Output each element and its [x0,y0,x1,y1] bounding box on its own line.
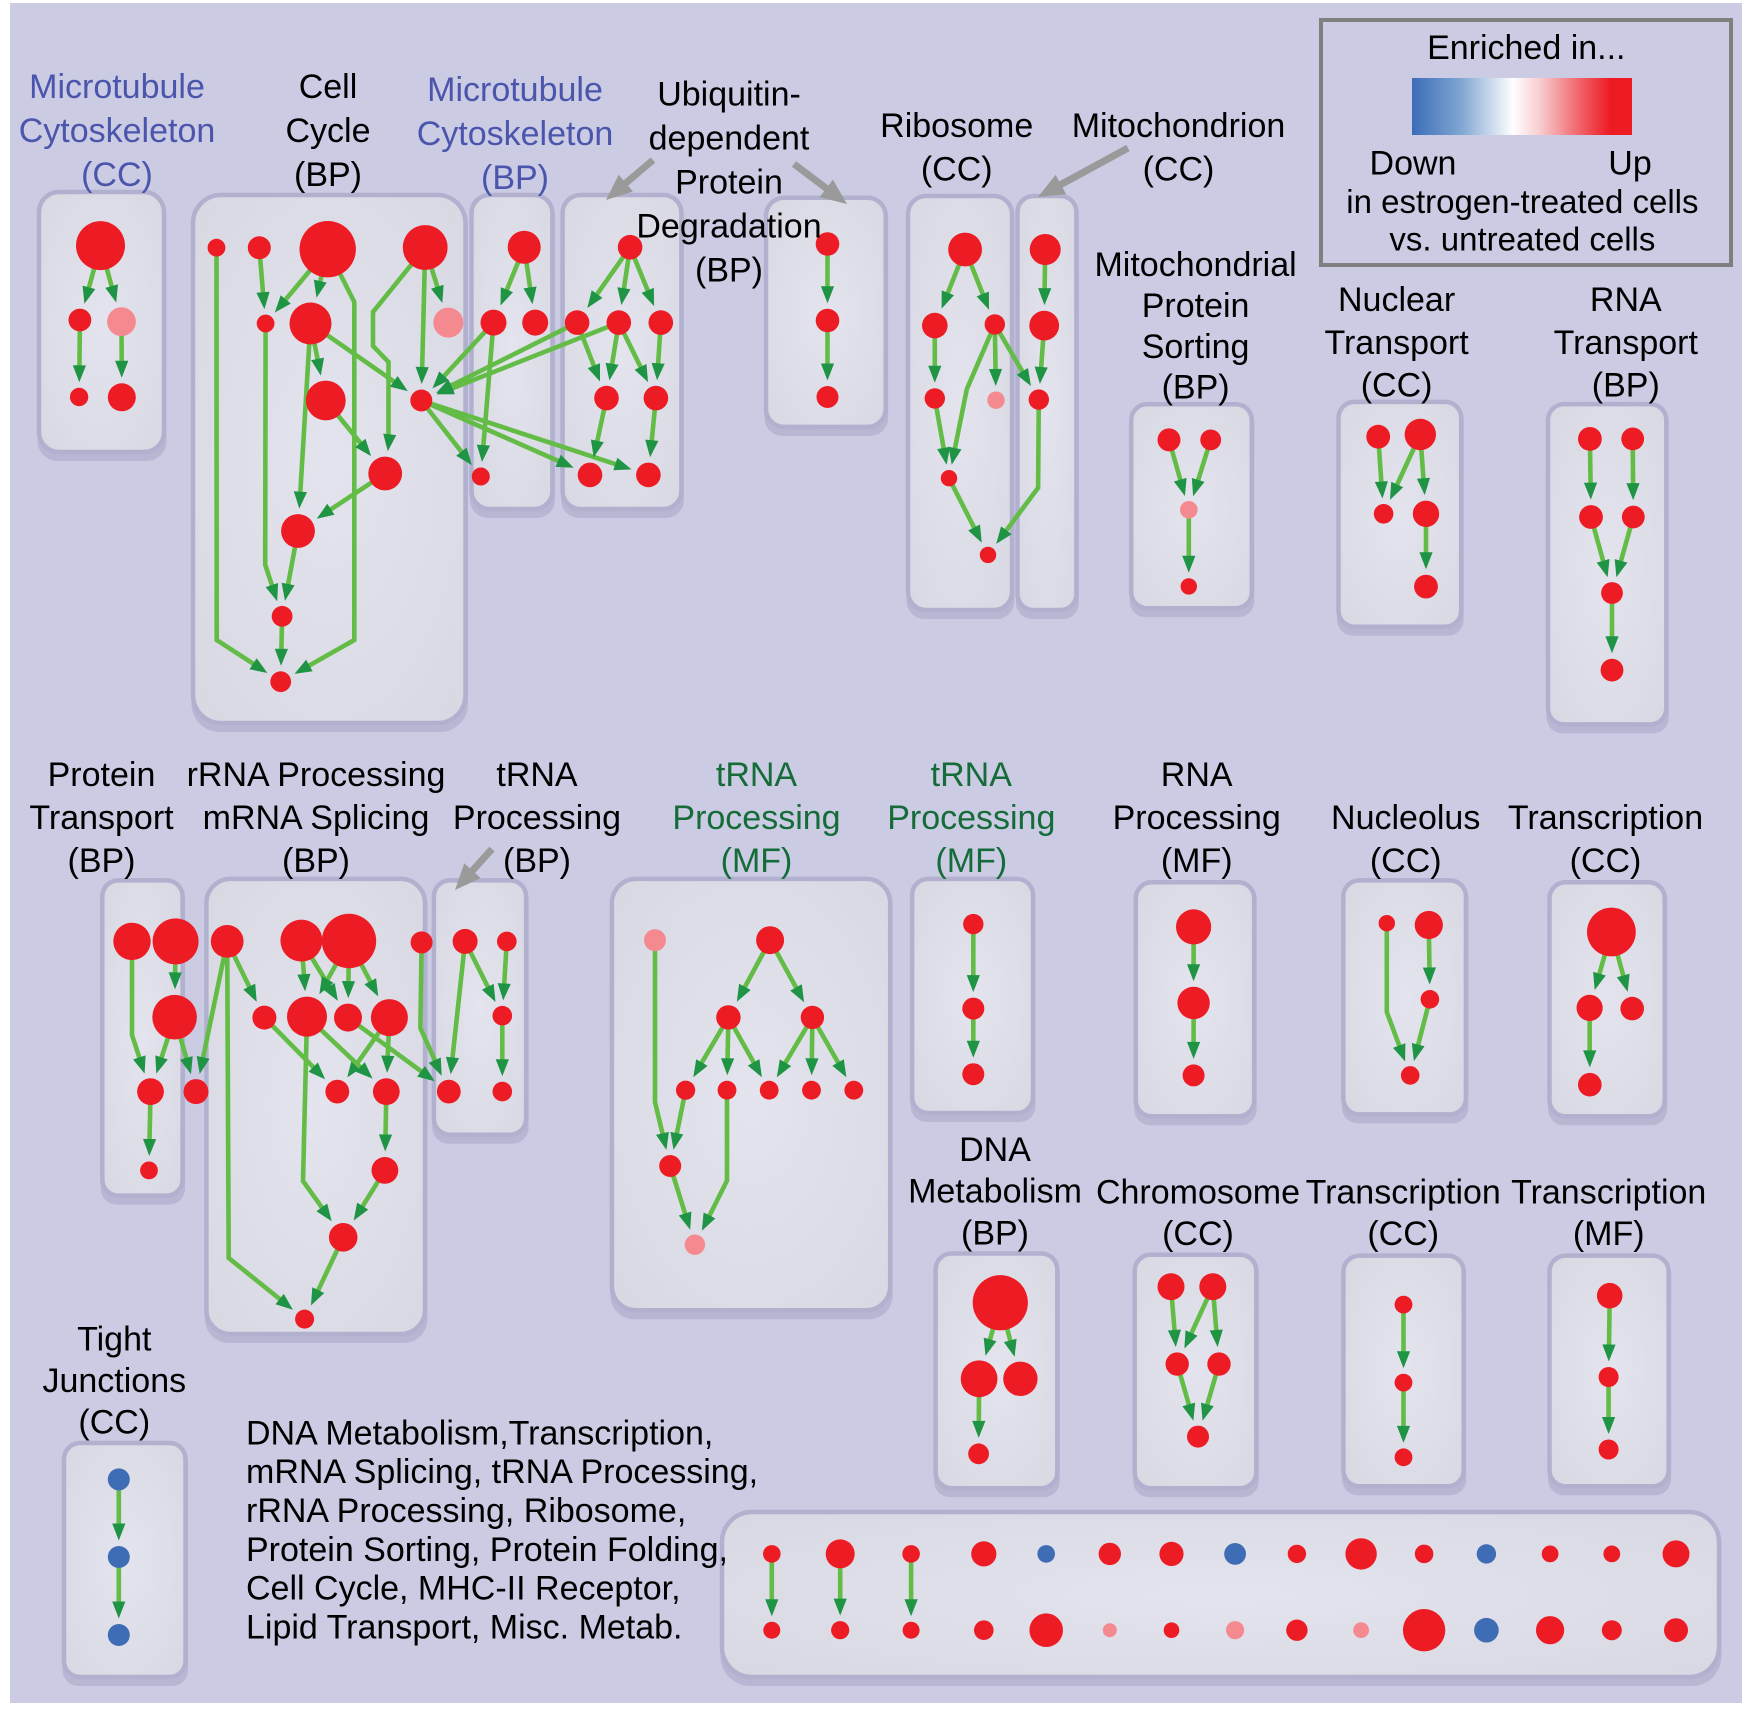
svg-text:(CC): (CC) [1367,1215,1439,1253]
svg-text:Mitochondrion: Mitochondrion [1072,107,1286,145]
svg-text:(CC): (CC) [1162,1215,1234,1253]
svg-text:(BP): (BP) [1162,369,1230,407]
svg-text:(CC): (CC) [921,150,993,188]
svg-text:(BP): (BP) [481,159,549,197]
svg-text:rRNA Processing, Ribosome,: rRNA Processing, Ribosome, [246,1492,686,1530]
svg-text:mRNA Splicing: mRNA Splicing [203,799,430,837]
svg-text:Transcription: Transcription [1508,799,1703,837]
svg-text:(BP): (BP) [961,1215,1029,1253]
svg-text:vs. untreated cells: vs. untreated cells [1389,220,1655,257]
svg-text:Nucleolus: Nucleolus [1331,799,1480,837]
svg-text:(BP): (BP) [503,842,571,880]
svg-text:Down: Down [1370,145,1457,183]
svg-text:RNA: RNA [1161,756,1233,794]
svg-text:rRNA Processing: rRNA Processing [187,756,446,794]
svg-text:tRNA: tRNA [716,756,798,794]
svg-text:Processing: Processing [453,799,621,837]
svg-text:dependent: dependent [649,120,810,158]
svg-text:(BP): (BP) [68,842,136,880]
svg-text:Mitochondrial: Mitochondrial [1094,246,1296,284]
svg-text:(MF): (MF) [935,842,1007,880]
svg-text:tRNA: tRNA [496,756,578,794]
svg-text:(CC): (CC) [1143,150,1215,188]
svg-text:Cytoskeleton: Cytoskeleton [19,112,216,150]
svg-text:Degradation: Degradation [636,208,821,246]
svg-text:Microtubule: Microtubule [29,68,205,106]
svg-text:Microtubule: Microtubule [427,71,603,109]
svg-text:(CC): (CC) [78,1404,150,1442]
svg-text:(MF): (MF) [1573,1215,1645,1253]
svg-text:(BP): (BP) [294,156,362,194]
svg-text:tRNA: tRNA [931,756,1013,794]
svg-text:(BP): (BP) [1592,367,1660,405]
svg-text:DNA: DNA [959,1131,1031,1169]
svg-text:Transcription: Transcription [1511,1173,1706,1211]
svg-text:Sorting: Sorting [1142,328,1250,366]
svg-text:in estrogen-treated cells: in estrogen-treated cells [1346,183,1698,220]
svg-text:Processing: Processing [1113,799,1281,837]
svg-text:Protein: Protein [1142,287,1250,325]
svg-text:Chromosome: Chromosome [1096,1173,1300,1211]
svg-text:Tight: Tight [77,1320,152,1358]
svg-text:(BP): (BP) [695,252,763,290]
svg-text:Cytoskeleton: Cytoskeleton [417,115,614,153]
svg-text:Up: Up [1608,145,1651,183]
svg-text:Transport: Transport [29,799,174,837]
svg-text:Junctions: Junctions [42,1362,186,1400]
svg-text:(MF): (MF) [721,842,793,880]
svg-text:Enriched in...: Enriched in... [1427,29,1625,67]
svg-text:RNA: RNA [1590,281,1662,319]
svg-text:Transport: Transport [1324,324,1469,362]
svg-text:Protein: Protein [48,756,156,794]
svg-text:(CC): (CC) [81,156,153,194]
svg-text:Metabolism: Metabolism [908,1173,1082,1211]
svg-text:Transcription: Transcription [1306,1173,1501,1211]
svg-text:(CC): (CC) [1370,842,1442,880]
svg-text:Protein Sorting, Protein Foldi: Protein Sorting, Protein Folding, [246,1531,728,1569]
svg-text:Cell: Cell [299,68,358,106]
svg-text:Protein: Protein [675,164,783,202]
svg-text:DNA Metabolism,Transcription,: DNA Metabolism,Transcription, [246,1414,713,1452]
svg-text:Ribosome: Ribosome [880,107,1033,145]
svg-text:Lipid Transport, Misc. Metab.: Lipid Transport, Misc. Metab. [246,1608,683,1646]
svg-text:(BP): (BP) [282,842,350,880]
svg-text:mRNA Splicing, tRNA Processing: mRNA Splicing, tRNA Processing, [246,1453,758,1491]
svg-text:Ubiquitin-: Ubiquitin- [657,76,801,114]
svg-text:Cycle: Cycle [285,112,370,150]
svg-text:Nuclear: Nuclear [1338,281,1455,319]
svg-text:Processing: Processing [887,799,1055,837]
svg-text:Cell Cycle, MHC-II Receptor,: Cell Cycle, MHC-II Receptor, [246,1570,681,1608]
svg-text:(MF): (MF) [1161,842,1233,880]
svg-text:Processing: Processing [672,799,840,837]
svg-text:Transport: Transport [1554,324,1699,362]
svg-text:(CC): (CC) [1570,842,1642,880]
svg-text:(CC): (CC) [1361,367,1433,405]
